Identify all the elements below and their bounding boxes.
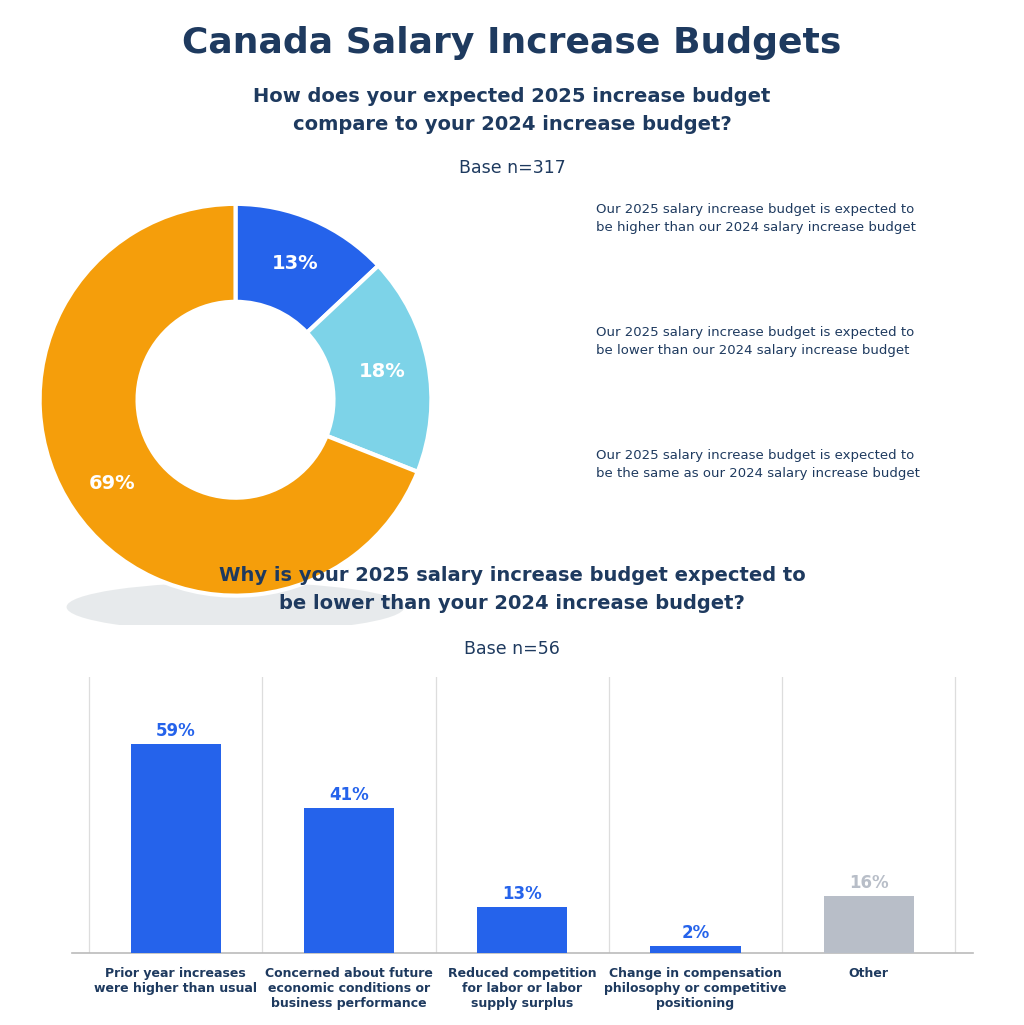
Text: 2%: 2% — [681, 924, 710, 942]
Text: Our 2025 salary increase budget is expected to
be higher than our 2024 salary in: Our 2025 salary increase budget is expec… — [596, 203, 915, 234]
Text: 69%: 69% — [89, 474, 136, 493]
Bar — [477, 907, 567, 953]
Bar — [131, 744, 221, 953]
Wedge shape — [40, 204, 418, 596]
Text: How does your expected 2025 increase budget
compare to your 2024 increase budget: How does your expected 2025 increase bud… — [253, 87, 771, 134]
Text: Why is your 2025 salary increase budget expected to
be lower than your 2024 incr: Why is your 2025 salary increase budget … — [219, 566, 805, 613]
Text: 13%: 13% — [503, 885, 542, 903]
Text: 16%: 16% — [849, 874, 889, 892]
Text: 59%: 59% — [156, 722, 196, 740]
Text: Our 2025 salary increase budget is expected to
be the same as our 2024 salary in: Our 2025 salary increase budget is expec… — [596, 449, 920, 480]
Text: 41%: 41% — [329, 785, 369, 804]
Text: Base n=317: Base n=317 — [459, 159, 565, 177]
Bar — [304, 808, 394, 953]
Bar — [823, 897, 913, 953]
Ellipse shape — [67, 582, 404, 631]
Text: 13%: 13% — [271, 253, 318, 273]
Bar — [650, 946, 740, 953]
Text: Our 2025 salary increase budget is expected to
be lower than our 2024 salary inc: Our 2025 salary increase budget is expec… — [596, 326, 914, 357]
Wedge shape — [236, 204, 378, 333]
Text: Canada Salary Increase Budgets: Canada Salary Increase Budgets — [182, 26, 842, 59]
Text: 18%: 18% — [358, 363, 406, 381]
Wedge shape — [307, 265, 431, 472]
Text: Base n=56: Base n=56 — [464, 640, 560, 658]
